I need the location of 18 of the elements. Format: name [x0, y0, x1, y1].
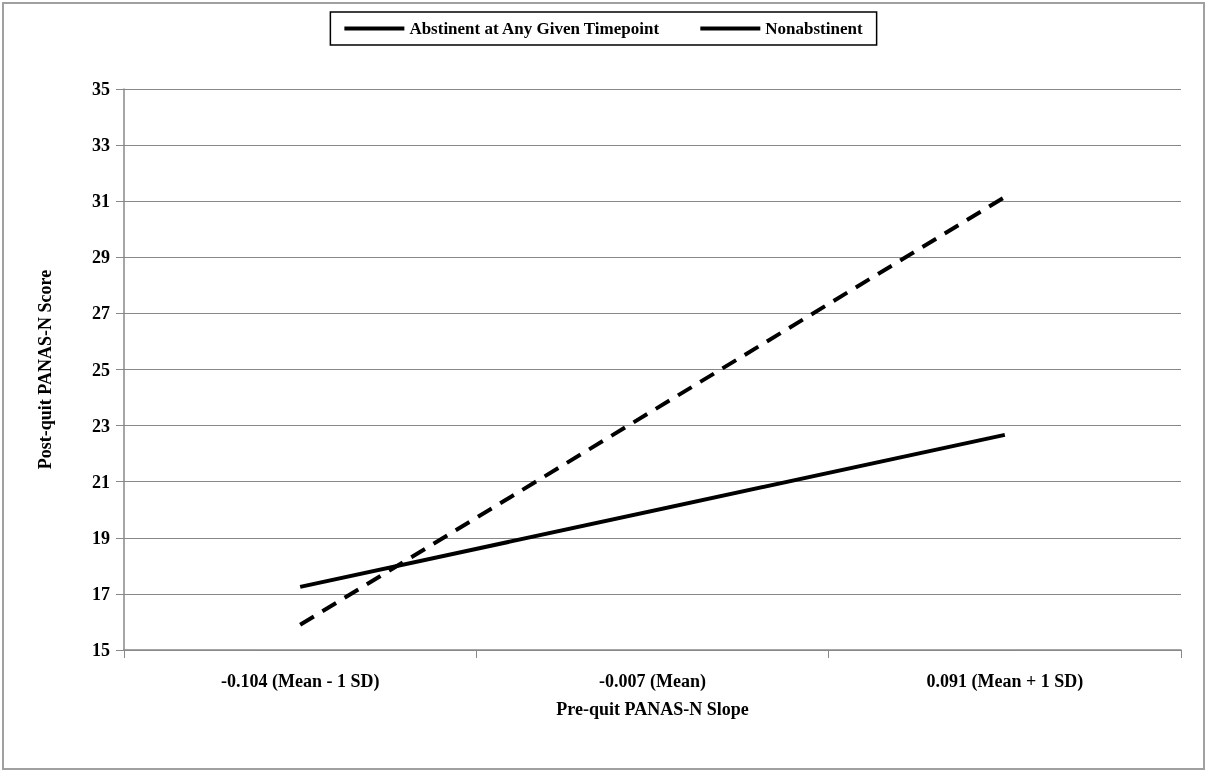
y-tick-label: 19: [92, 527, 110, 548]
x-tick-label: -0.104 (Mean - 1 SD): [220, 671, 380, 692]
y-tick-label: 25: [92, 359, 110, 380]
y-tick-label: 31: [92, 191, 110, 212]
y-tick-label: 29: [92, 247, 110, 268]
y-tick-label: 35: [92, 79, 110, 99]
x-axis-title: Pre-quit PANAS-N Slope: [556, 699, 749, 719]
y-tick-label: 15: [92, 640, 110, 660]
y-tick-label: 23: [92, 415, 110, 436]
y-tick-label: 33: [92, 135, 110, 156]
y-axis-title: Post-quit PANAS-N Score: [35, 269, 55, 470]
y-tick-label: 27: [92, 303, 110, 324]
legend-label: Nonabstinent: [765, 19, 863, 38]
y-tick-label: 17: [92, 583, 110, 604]
x-tick-label: 0.091 (Mean + 1 SD): [926, 671, 1084, 692]
x-tick-label: -0.007 (Mean): [599, 671, 706, 692]
y-tick-label: 21: [92, 471, 110, 492]
legend-label: Abstinent at Any Given Timepoint: [409, 19, 660, 38]
